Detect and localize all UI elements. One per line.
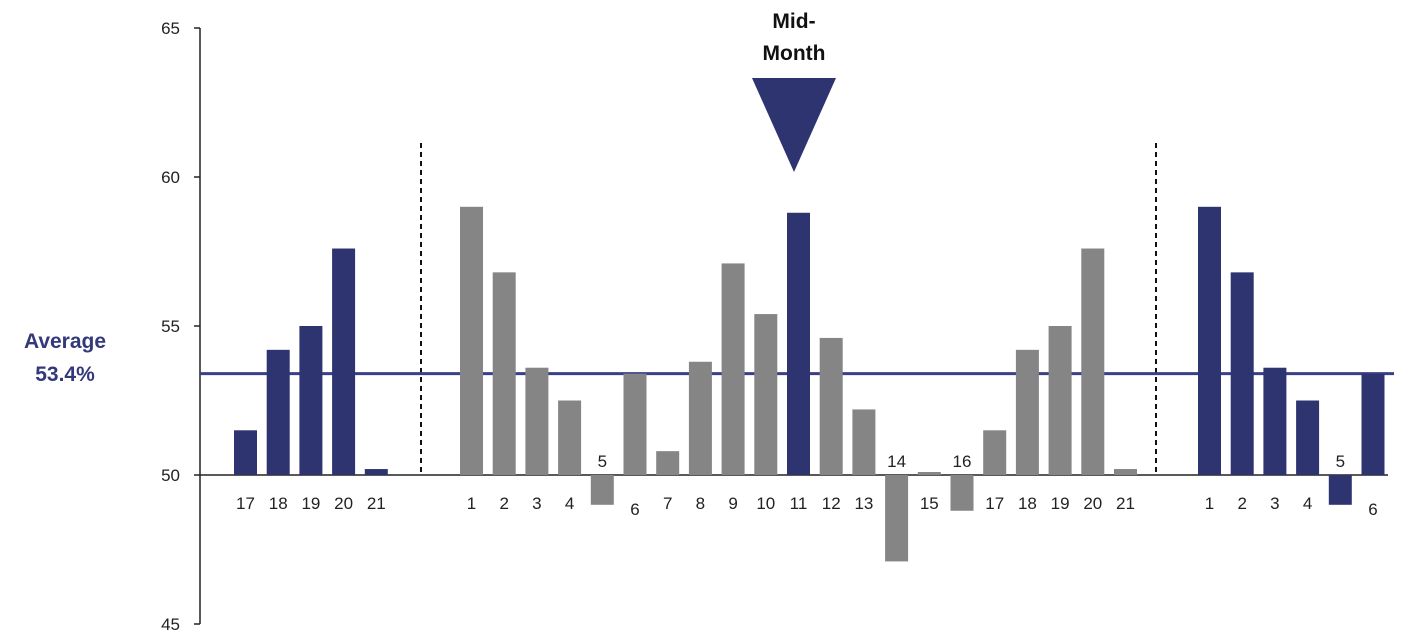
bar <box>754 314 778 475</box>
bar <box>234 430 257 475</box>
category-label: 21 <box>367 494 386 513</box>
bar <box>1361 373 1385 475</box>
category-label: 2 <box>1237 494 1246 513</box>
bar <box>558 400 582 475</box>
bar <box>1198 206 1221 476</box>
category-label: 5 <box>598 452 607 471</box>
category-label: 20 <box>334 494 353 513</box>
average-label-line2: 53.4% <box>35 363 95 386</box>
category-label: 19 <box>1051 494 1070 513</box>
bar <box>1015 349 1039 475</box>
bar <box>656 451 680 475</box>
mid-month-label-line1: Mid- <box>772 10 815 33</box>
y-tick-label: 45 <box>161 615 180 634</box>
category-label: 4 <box>1303 494 1312 513</box>
bar <box>917 472 941 475</box>
bar <box>364 469 388 475</box>
bar <box>590 475 614 505</box>
category-label: 12 <box>822 494 841 513</box>
bar <box>721 263 745 475</box>
category-label: 21 <box>1116 494 1135 513</box>
category-label: 19 <box>301 494 320 513</box>
bar <box>332 248 356 475</box>
category-label: 18 <box>1018 494 1037 513</box>
category-label: 5 <box>1336 452 1345 471</box>
bar <box>266 349 290 475</box>
y-tick-label: 60 <box>161 168 180 187</box>
bar <box>787 212 810 475</box>
category-label: 4 <box>565 494 574 513</box>
category-label: 1 <box>467 494 476 513</box>
bars-layer <box>234 206 1385 562</box>
bar <box>623 373 647 475</box>
category-label: 9 <box>728 494 737 513</box>
category-label: 17 <box>985 494 1004 513</box>
bar <box>950 475 974 511</box>
bar <box>852 409 876 475</box>
category-label: 8 <box>696 494 705 513</box>
category-label: 15 <box>920 494 939 513</box>
y-tick-label: 65 <box>161 19 180 38</box>
mid-month-marker-icon <box>752 78 836 172</box>
category-label: 16 <box>953 452 972 471</box>
y-tick-label: 55 <box>161 317 180 336</box>
bar <box>983 430 1007 475</box>
bar <box>1114 469 1137 475</box>
category-label: 17 <box>236 494 255 513</box>
bar <box>688 361 712 475</box>
category-label: 6 <box>630 500 639 519</box>
bar <box>492 272 516 475</box>
category-label: 6 <box>1368 500 1377 519</box>
bar <box>885 475 909 562</box>
y-tick-label: 50 <box>161 466 180 485</box>
category-label: 18 <box>269 494 288 513</box>
category-label: 10 <box>756 494 775 513</box>
bar <box>819 337 843 475</box>
category-label: 2 <box>499 494 508 513</box>
category-label: 3 <box>532 494 541 513</box>
category-label: 14 <box>887 452 906 471</box>
bar <box>1328 475 1352 505</box>
category-label: 13 <box>854 494 873 513</box>
overlay-layer: Average 53.4% Mid- Month <box>24 10 836 386</box>
bar <box>1230 272 1254 475</box>
category-label: 11 <box>790 494 808 513</box>
bar <box>1081 248 1105 475</box>
bar <box>525 367 549 475</box>
mid-month-label-line2: Month <box>763 42 826 65</box>
category-label: 7 <box>663 494 672 513</box>
bar <box>1048 326 1072 475</box>
category-label: 1 <box>1205 494 1214 513</box>
category-label: 3 <box>1270 494 1279 513</box>
bar <box>460 206 483 476</box>
bar <box>1263 367 1287 475</box>
bar <box>299 326 323 475</box>
average-label-line1: Average <box>24 330 106 353</box>
category-label: 20 <box>1083 494 1102 513</box>
bar <box>1296 400 1320 475</box>
